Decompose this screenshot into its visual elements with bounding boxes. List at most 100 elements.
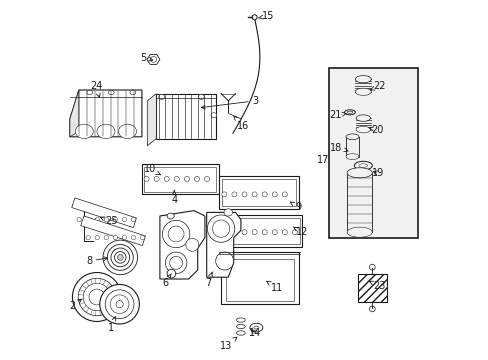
Ellipse shape (131, 217, 136, 222)
Ellipse shape (355, 115, 370, 121)
Ellipse shape (97, 124, 115, 139)
Text: 1: 1 (108, 317, 116, 333)
Text: 3: 3 (201, 96, 258, 109)
Ellipse shape (114, 252, 126, 263)
Text: 16: 16 (234, 116, 248, 131)
Ellipse shape (194, 176, 199, 181)
Ellipse shape (72, 273, 121, 321)
Ellipse shape (150, 57, 156, 62)
Ellipse shape (144, 176, 149, 181)
Ellipse shape (78, 278, 115, 316)
Text: 11: 11 (266, 281, 283, 293)
Ellipse shape (344, 110, 355, 115)
Ellipse shape (231, 192, 237, 197)
Ellipse shape (165, 252, 186, 274)
Text: 23: 23 (368, 281, 385, 291)
Text: 10: 10 (144, 164, 160, 175)
Ellipse shape (204, 176, 209, 181)
Text: 19: 19 (371, 168, 383, 178)
Polygon shape (81, 216, 145, 246)
Text: 7: 7 (205, 273, 212, 288)
Ellipse shape (346, 134, 358, 140)
Ellipse shape (368, 306, 374, 312)
Ellipse shape (87, 90, 92, 95)
Ellipse shape (86, 217, 90, 222)
Ellipse shape (167, 269, 175, 278)
Polygon shape (70, 90, 142, 137)
Ellipse shape (253, 326, 258, 329)
Text: 21: 21 (328, 110, 346, 120)
Ellipse shape (251, 15, 257, 20)
Ellipse shape (113, 235, 117, 240)
Ellipse shape (75, 124, 93, 139)
Ellipse shape (164, 176, 169, 181)
Bar (144, 167, 216, 192)
Ellipse shape (272, 230, 277, 235)
Bar (219, 215, 302, 247)
Text: 13: 13 (220, 337, 237, 351)
Text: 2: 2 (69, 299, 81, 311)
Text: 20: 20 (368, 125, 383, 135)
Ellipse shape (174, 176, 179, 181)
Bar (156, 94, 215, 139)
Ellipse shape (249, 323, 263, 332)
Ellipse shape (242, 230, 246, 235)
Text: 4: 4 (171, 190, 177, 205)
Polygon shape (206, 212, 241, 277)
Bar (357, 274, 386, 302)
Ellipse shape (236, 318, 244, 322)
Ellipse shape (113, 217, 117, 222)
Ellipse shape (262, 192, 266, 197)
Ellipse shape (272, 192, 277, 197)
Ellipse shape (184, 176, 189, 181)
Ellipse shape (122, 217, 126, 222)
Ellipse shape (100, 284, 139, 324)
Ellipse shape (262, 230, 266, 235)
Ellipse shape (130, 90, 136, 95)
Ellipse shape (282, 230, 287, 235)
Text: 18: 18 (329, 143, 347, 153)
Ellipse shape (95, 217, 99, 222)
Ellipse shape (355, 126, 370, 133)
Bar (225, 259, 294, 301)
Ellipse shape (346, 111, 352, 113)
Ellipse shape (169, 256, 182, 269)
Ellipse shape (140, 235, 144, 240)
Bar (346, 137, 358, 157)
Ellipse shape (110, 295, 129, 314)
Ellipse shape (368, 264, 374, 270)
Text: 5: 5 (140, 53, 152, 63)
Ellipse shape (354, 161, 371, 170)
Ellipse shape (104, 235, 108, 240)
Polygon shape (160, 211, 204, 279)
Ellipse shape (111, 248, 129, 267)
Text: 6: 6 (162, 274, 171, 288)
Ellipse shape (104, 217, 108, 222)
Ellipse shape (242, 192, 246, 197)
Text: 12: 12 (292, 227, 307, 237)
Polygon shape (146, 54, 160, 64)
Polygon shape (70, 90, 79, 137)
Bar (142, 164, 219, 194)
Ellipse shape (185, 238, 199, 251)
Ellipse shape (103, 240, 137, 275)
Ellipse shape (355, 88, 370, 95)
Text: 9: 9 (290, 202, 301, 212)
Ellipse shape (207, 215, 234, 242)
Text: 22: 22 (369, 81, 385, 91)
Ellipse shape (222, 192, 226, 197)
Ellipse shape (162, 220, 189, 248)
Text: 14: 14 (249, 328, 261, 338)
Ellipse shape (154, 176, 159, 181)
Ellipse shape (159, 94, 164, 99)
Ellipse shape (251, 192, 257, 197)
Polygon shape (147, 94, 156, 146)
Ellipse shape (86, 235, 90, 240)
Bar (222, 179, 295, 206)
Ellipse shape (116, 301, 123, 308)
Ellipse shape (346, 227, 371, 237)
Text: 25: 25 (100, 216, 117, 226)
Bar (328, 68, 418, 238)
Ellipse shape (215, 252, 233, 270)
Ellipse shape (236, 324, 244, 329)
